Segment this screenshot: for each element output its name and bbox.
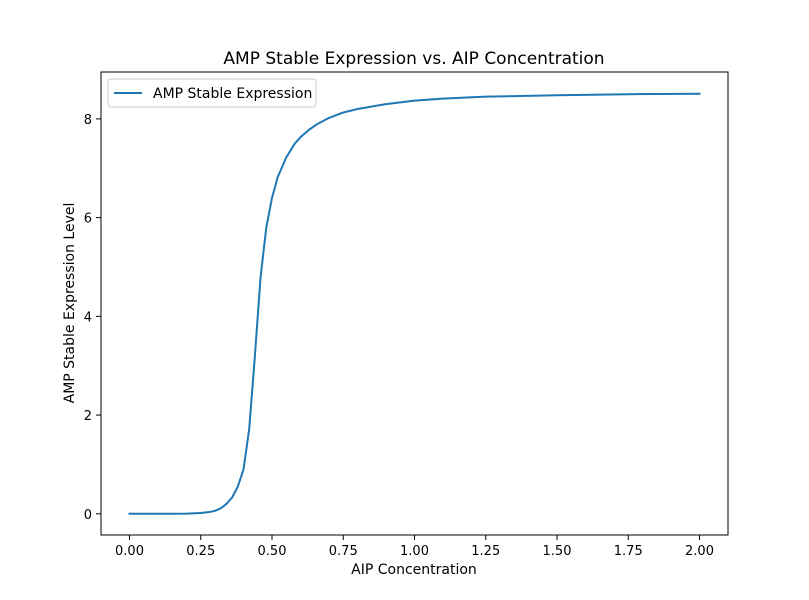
x-tick-label: 1.25 [471, 544, 500, 559]
y-tick-label: 0 [84, 508, 92, 523]
plot-area: 0.00 0.25 0.50 0.75 1.00 1.25 1.50 1.75 2.00 0 2 4 6… [84, 71, 729, 559]
x-tick-label: 0.25 [186, 544, 215, 559]
x-tick-label: 1.50 [543, 544, 572, 559]
y-tick-label: 6 [84, 212, 92, 227]
chart-title: AMP Stable Expression vs. AIP Concentrat… [223, 49, 604, 69]
legend-label: AMP Stable Expression [153, 86, 312, 102]
legend: AMP Stable Expression [107, 78, 317, 108]
x-tick-label: 1.00 [400, 544, 429, 559]
x-tick-label: 0.75 [329, 544, 358, 559]
x-tick-label: 2.00 [685, 544, 714, 559]
y-tick-label: 2 [84, 409, 92, 424]
y-axis-label: AMP Stable Expression Level [62, 203, 78, 404]
legend-box [107, 78, 317, 108]
y-tick-label: 4 [84, 310, 92, 325]
x-axis-label: AIP Concentration [351, 562, 477, 578]
x-tick-label: 0.00 [115, 544, 144, 559]
x-tick-label: 1.75 [614, 544, 643, 559]
series-line-0 [128, 92, 701, 515]
x-tick-label: 0.50 [258, 544, 287, 559]
y-tick-label: 8 [84, 113, 92, 128]
